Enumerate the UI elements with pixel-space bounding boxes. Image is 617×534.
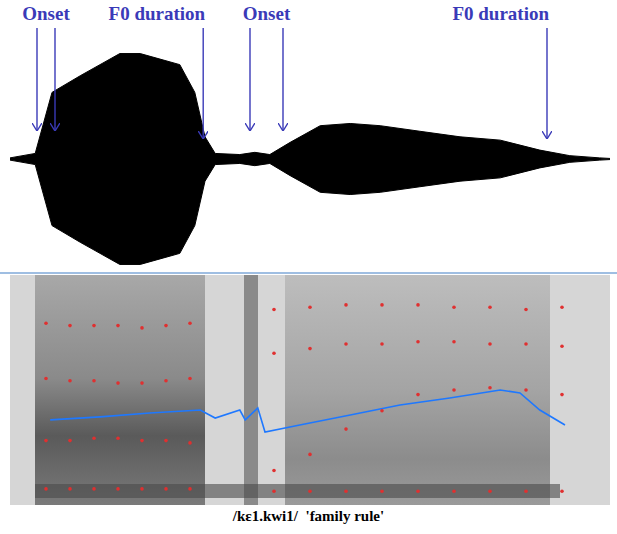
html-text:/kɛ1.kwi1/ 'family rule': /kɛ1.kwi1/ 'family rule' (232, 508, 385, 524)
svg-text:F0 duration: F0 duration (452, 3, 549, 24)
svg-text:Onset: Onset (243, 3, 291, 24)
svg-text:F0 duration: F0 duration (109, 3, 206, 24)
svg-text:Onset: Onset (22, 3, 70, 24)
